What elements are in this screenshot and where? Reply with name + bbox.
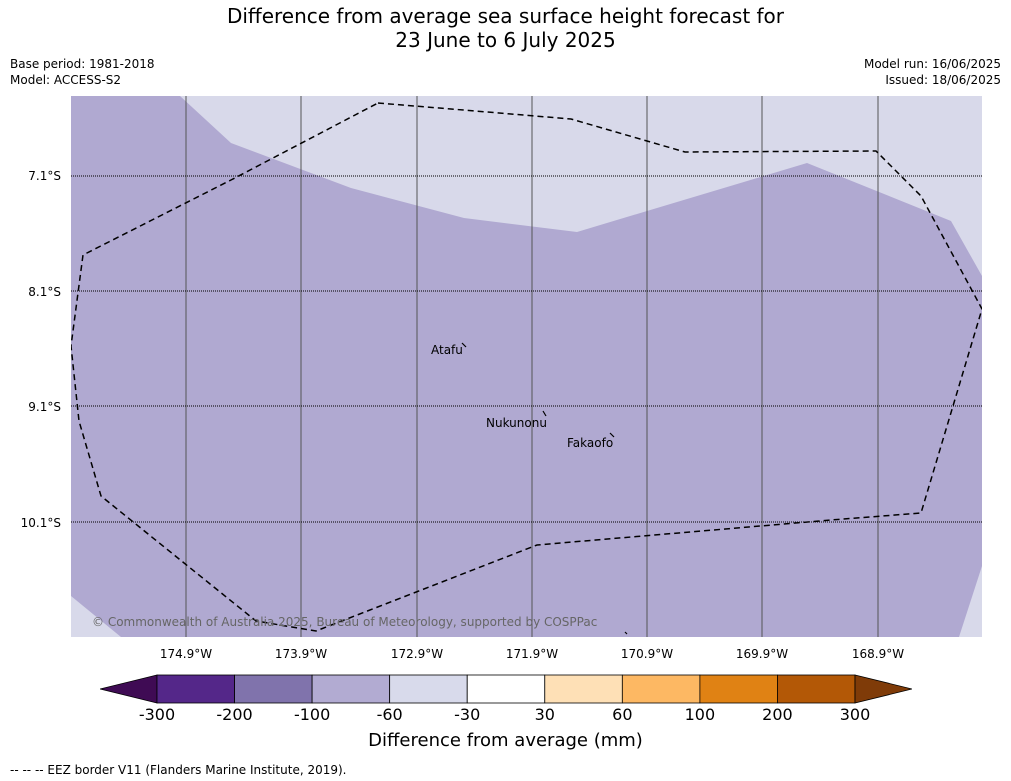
lon-label-174-9: 174.9°W: [159, 647, 213, 661]
place-label-fakaofo: Fakaofo: [567, 436, 614, 450]
colorbar: [100, 674, 912, 704]
colorbar-segment: [234, 674, 313, 704]
lat-label-8-1: 8.1°S: [28, 285, 61, 299]
title-line-1: Difference from average sea surface heig…: [226, 4, 785, 28]
colorbar-segment: [311, 674, 391, 704]
colorbar-tick-label: 300: [839, 705, 871, 724]
lat-label-10-1: 10.1°S: [20, 516, 61, 530]
place-label-nukunonu: Nukunonu: [486, 416, 547, 430]
colorbar-tick-label: -100: [293, 705, 331, 724]
colorbar-tick-label: 30: [534, 705, 555, 724]
colorbar-segment: [621, 674, 701, 704]
longitude-gridlines: [185, 96, 879, 637]
lon-label-171-9: 171.9°W: [505, 647, 559, 661]
colorbar-segment: [389, 674, 468, 704]
anomaly-fill-light-bottom-right: [959, 566, 982, 637]
model-run: Model run: 16/06/2025: [863, 57, 1001, 71]
meta-left: Base period: 1981-2018 Model: ACCESS-S2: [10, 56, 155, 88]
meta-right: Model run: 16/06/2025 Issued: 18/06/2025: [864, 56, 1001, 88]
lat-label-7-1: 7.1°S: [28, 169, 61, 183]
colorbar-tick-label: 200: [762, 705, 793, 724]
base-period: Base period: 1981-2018: [10, 57, 155, 71]
colorbar-tick-label: -300: [138, 705, 176, 724]
copyright-notice: © Commonwealth of Australia 2025, Bureau…: [92, 615, 598, 629]
anomaly-fill-light-bottom-left: [71, 596, 121, 637]
colorbar-arrow-low: [100, 674, 158, 704]
title-line-2: 23 June to 6 July 2025: [395, 28, 616, 52]
eez-border: [71, 102, 982, 632]
colorbar-segment: [544, 674, 623, 704]
footnote-eez: -- -- -- EEZ border V11 (Flanders Marine…: [10, 763, 347, 777]
island-marks: [461, 342, 628, 635]
colorbar-tick-label: 100: [684, 705, 716, 724]
issued-date: Issued: 18/06/2025: [885, 73, 1001, 87]
colorbar-segment: [777, 674, 856, 704]
model-name: Model: ACCESS-S2: [10, 73, 122, 87]
map-area: [71, 96, 982, 637]
colorbar-segment: [466, 674, 546, 704]
colorbar-tick-label: -200: [216, 705, 253, 724]
colorbar-segment: [699, 674, 778, 704]
map-title: Difference from average sea surface heig…: [0, 4, 1011, 52]
colorbar-tick-label: -30: [454, 705, 481, 724]
colorbar-arrow-high: [854, 674, 912, 704]
colorbar-segment: [156, 674, 235, 704]
lon-label-168-9: 168.9°W: [851, 647, 905, 661]
lon-label-172-9: 172.9°W: [390, 647, 444, 661]
colorbar-label: Difference from average (mm): [368, 730, 643, 751]
place-label-atafu: Atafu: [431, 343, 463, 357]
lon-label-170-9: 170.9°W: [620, 647, 674, 661]
anomaly-fill-light-top: [180, 96, 982, 276]
colorbar-tick-label: -60: [376, 705, 403, 724]
colorbar-tick-label: 60: [612, 705, 633, 724]
lat-label-9-1: 9.1°S: [28, 400, 61, 414]
lon-label-173-9: 173.9°W: [274, 647, 328, 661]
lon-label-169-9: 169.9°W: [735, 647, 789, 661]
